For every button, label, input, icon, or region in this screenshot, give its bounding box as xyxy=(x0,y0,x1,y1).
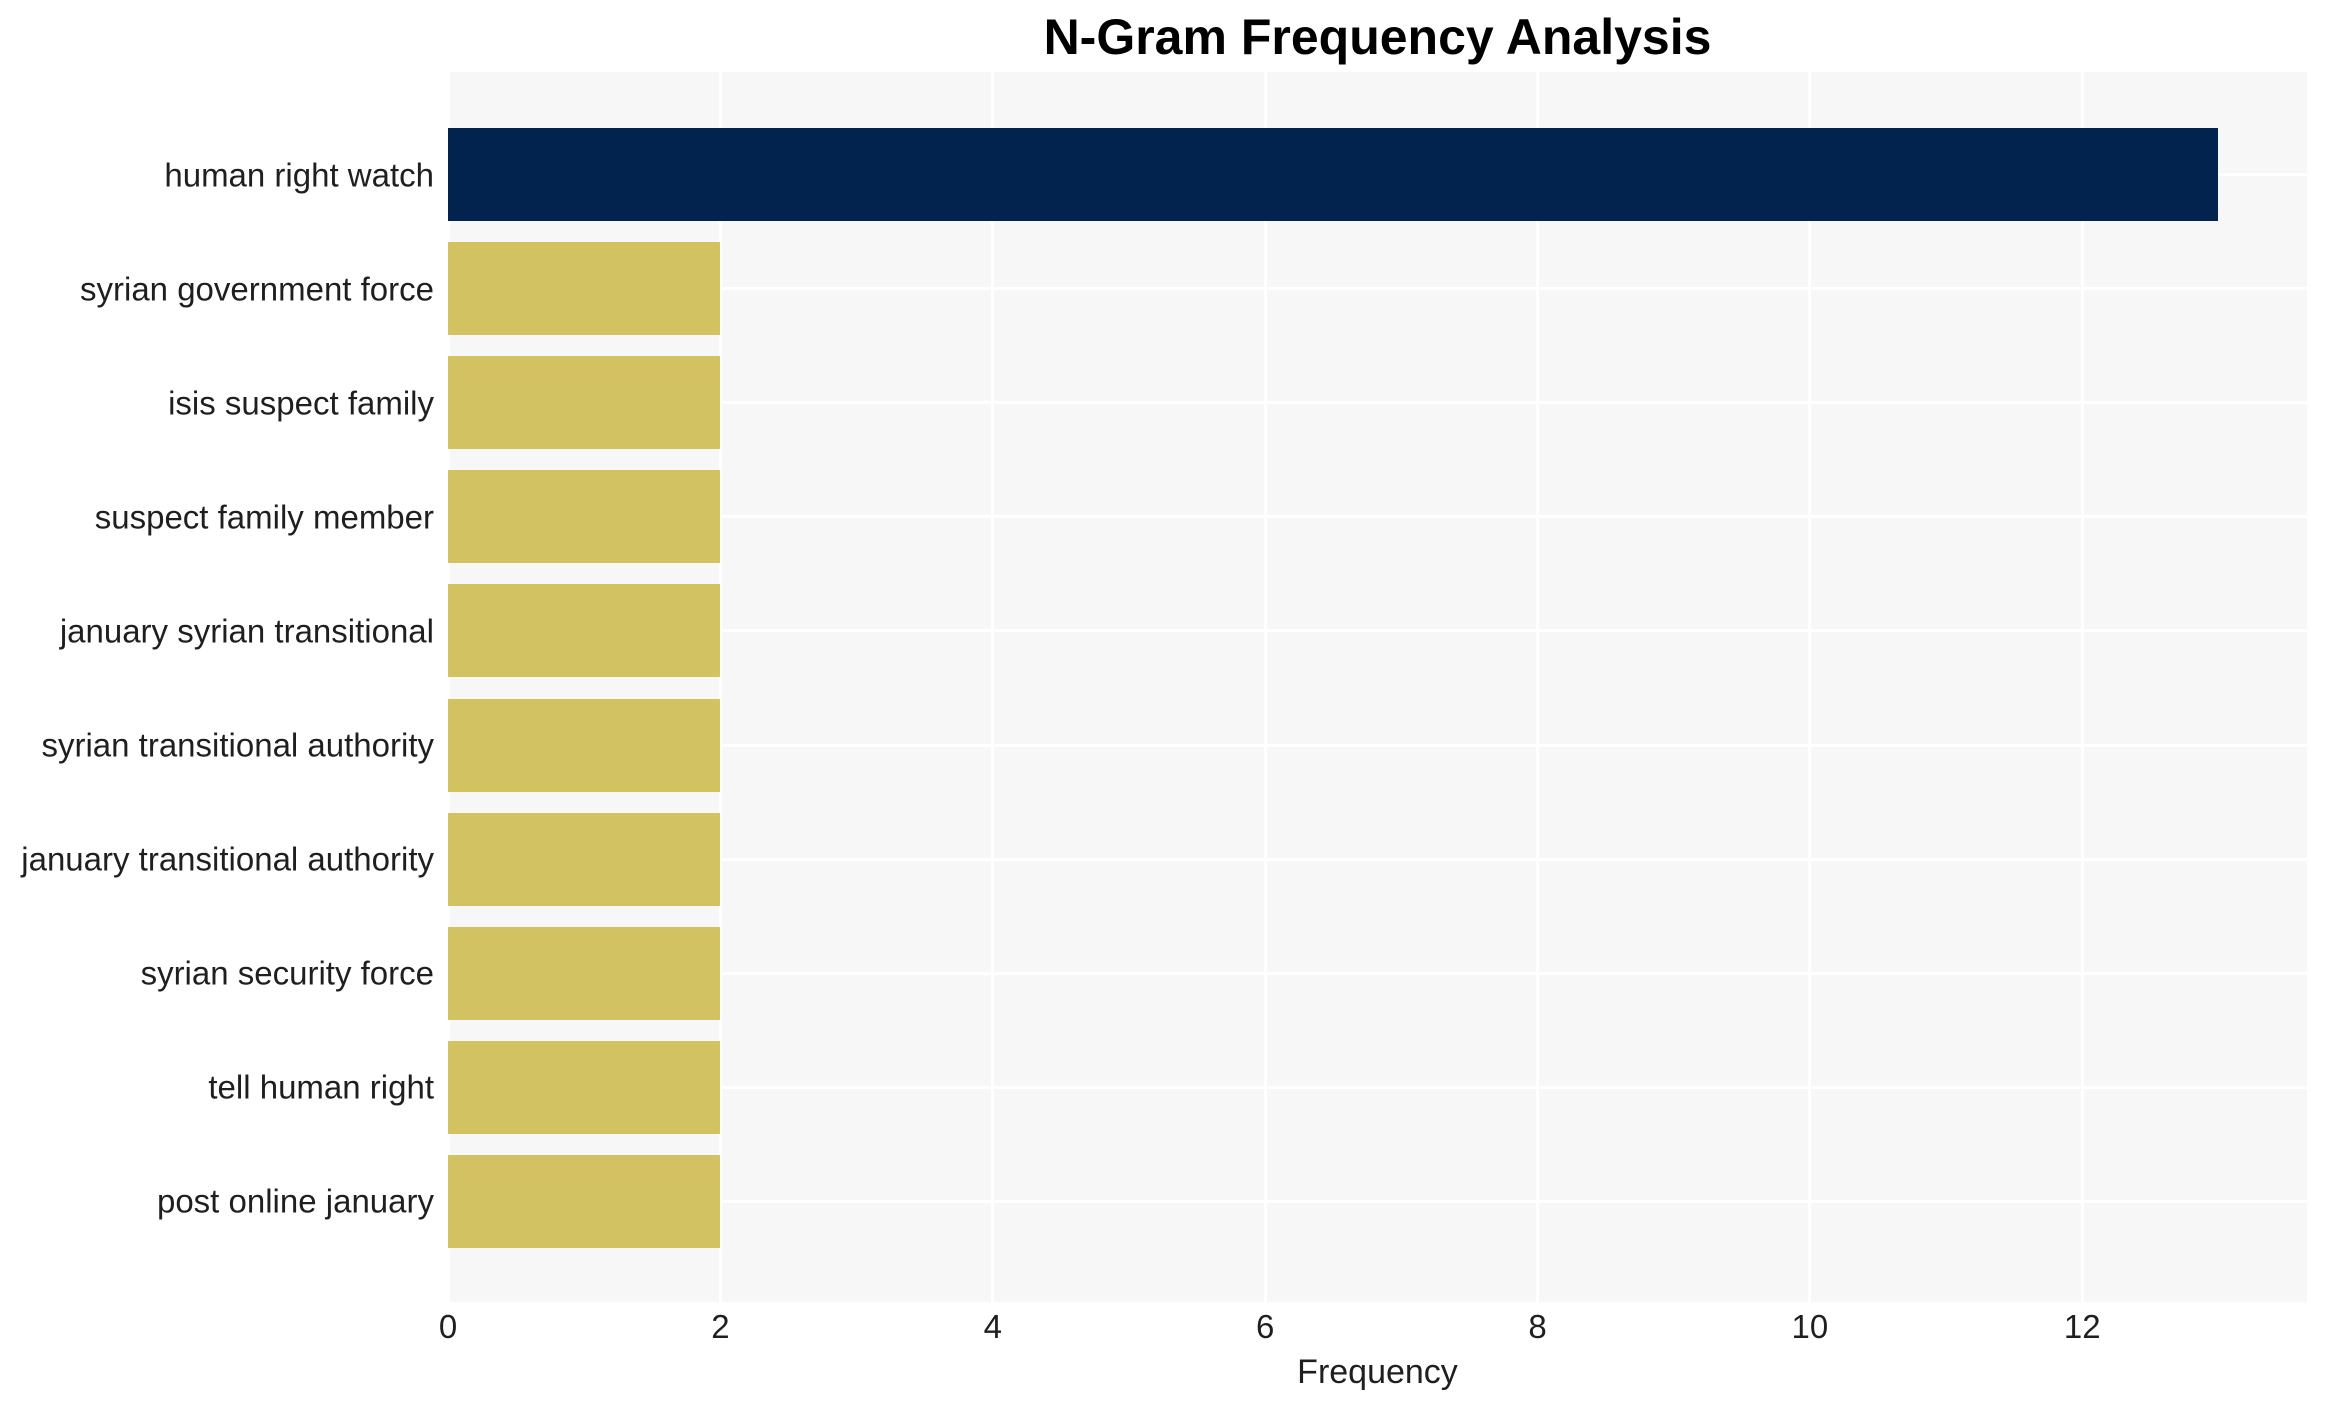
category-label: suspect family member xyxy=(94,498,434,536)
x-tick-label: 0 xyxy=(438,1308,458,1345)
category-label: syrian government force xyxy=(80,270,434,308)
bar-row: syrian transitional authority xyxy=(41,698,2307,792)
gridline-vertical xyxy=(991,72,995,1302)
x-tick-label: 8 xyxy=(1528,1308,1547,1345)
gridline-horizontal xyxy=(448,629,2307,633)
gridline-horizontal xyxy=(448,401,2307,405)
bar xyxy=(448,470,721,564)
gridline-horizontal xyxy=(448,1199,2307,1203)
bar-row: post online january xyxy=(157,1154,2307,1248)
bar xyxy=(448,128,2219,221)
category-label: isis suspect family xyxy=(168,384,434,422)
bar-row: syrian government force xyxy=(80,242,2307,336)
x-tick-label: 4 xyxy=(983,1308,1002,1345)
vertical-gridlines xyxy=(446,72,2307,1302)
gridline-horizontal xyxy=(448,857,2307,861)
x-tick-label: 6 xyxy=(1255,1308,1275,1345)
gridline-horizontal xyxy=(448,1085,2307,1089)
category-label: syrian transitional authority xyxy=(41,726,434,764)
category-label: human right watch xyxy=(164,156,434,193)
bar-rows: human right watch syrian government force… xyxy=(21,72,2307,1302)
bar xyxy=(448,242,721,336)
plot-area: human right watch syrian government force… xyxy=(21,72,2307,1302)
bar xyxy=(448,584,721,678)
bar xyxy=(448,698,721,792)
bar-row: january syrian transitional xyxy=(60,584,2307,678)
gridline-vertical xyxy=(718,72,722,1302)
chart-title: N-Gram Frequency Analysis xyxy=(1043,9,1712,65)
bar xyxy=(448,356,721,450)
category-label: january syrian transitional xyxy=(59,612,434,650)
gridline-vertical xyxy=(1263,72,1267,1302)
bar xyxy=(448,1040,721,1134)
gridline-vertical xyxy=(446,72,450,1302)
gridline-vertical xyxy=(2080,72,2084,1302)
x-tick-label: 2 xyxy=(711,1308,730,1345)
category-label: january transitional authority xyxy=(21,840,434,878)
gridline-horizontal xyxy=(448,743,2307,747)
x-tick-label: 10 xyxy=(1791,1308,1829,1345)
bar-row: human right watch xyxy=(164,128,2307,221)
gridline-vertical xyxy=(1808,72,1812,1302)
bar-row: january transitional authority xyxy=(21,812,2307,906)
bar xyxy=(448,1154,721,1248)
bar xyxy=(448,926,721,1020)
gridline-horizontal xyxy=(448,287,2307,291)
bar-row: tell human right xyxy=(208,1040,2307,1134)
bar-row: isis suspect family xyxy=(168,356,2307,450)
bar-row: syrian security force xyxy=(141,926,2307,1020)
bar xyxy=(448,812,721,906)
bar-row: suspect family member xyxy=(95,470,2307,564)
x-axis-ticks: 0 2 4 6 8 10 12 xyxy=(439,1302,2307,1348)
gridline-horizontal xyxy=(448,515,2307,519)
category-label: tell human right xyxy=(208,1068,434,1106)
gridline-vertical xyxy=(1536,72,1540,1302)
gridline-horizontal xyxy=(448,971,2307,975)
x-axis-label: Frequency xyxy=(1297,1353,1458,1391)
x-tick-label: 12 xyxy=(2063,1308,2101,1345)
category-label: post online january xyxy=(156,1182,434,1220)
category-label: syrian security force xyxy=(140,954,434,992)
